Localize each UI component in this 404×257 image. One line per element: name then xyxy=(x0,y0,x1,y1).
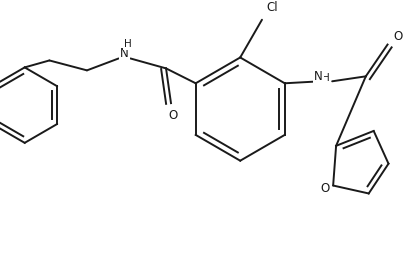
Text: Cl: Cl xyxy=(266,1,278,14)
Text: N: N xyxy=(120,47,129,60)
Text: N: N xyxy=(314,70,323,83)
Text: H: H xyxy=(124,39,131,49)
Text: O: O xyxy=(168,108,178,122)
Text: O: O xyxy=(321,182,330,195)
Text: O: O xyxy=(393,30,403,43)
Text: H: H xyxy=(322,73,330,83)
